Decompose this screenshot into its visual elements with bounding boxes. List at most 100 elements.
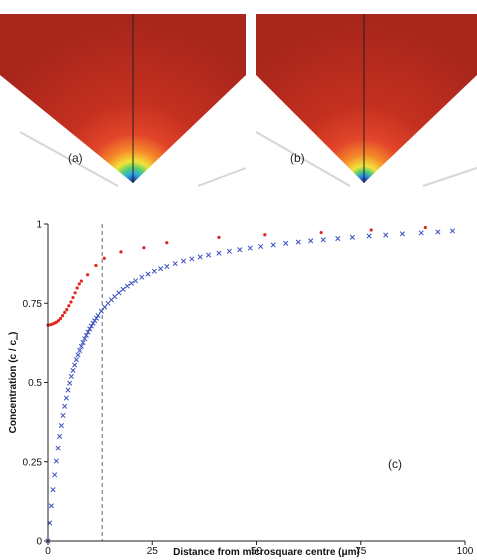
series-1-point (418, 230, 424, 236)
series-1-point (449, 228, 456, 234)
y-tick-label: 0.75 (23, 299, 43, 310)
y-tick-label: 1 (36, 220, 42, 231)
axis-ticks: 0 25 50 75 100 0 0.25 0.5 0.75 1 (23, 220, 474, 558)
x-tick-label: 50 (251, 546, 263, 557)
series-1-point (295, 239, 301, 245)
series-1-point (172, 261, 178, 267)
series-1-point (75, 352, 81, 358)
series-1-point (90, 320, 96, 326)
series-0-point (63, 310, 67, 315)
series-1-point (70, 367, 76, 374)
series-1-point (151, 268, 157, 274)
series-0-point (119, 250, 123, 254)
series-0-point (75, 286, 79, 290)
series-1-point (95, 313, 101, 319)
x-tick-label: 100 (457, 546, 474, 557)
series-0-point (102, 256, 106, 260)
panel-b-label: (b) (290, 151, 305, 165)
series-1-point (180, 258, 187, 264)
panel-a-floor-left (19, 131, 119, 187)
series-1-point (92, 318, 98, 324)
series-1-point (247, 245, 253, 251)
series-1-point (48, 503, 54, 509)
series-1-point (139, 274, 145, 280)
series-0-point (423, 225, 427, 230)
series-1-point (85, 329, 91, 335)
series-1-point (57, 433, 63, 439)
series-1-point (320, 237, 326, 243)
series-1-point (349, 234, 355, 240)
series-1-point (128, 280, 134, 286)
concentration-chart: 0 25 50 75 100 0 0.25 0.5 0.75 1 Distance from mi… (8, 220, 474, 559)
series-1-point (366, 233, 372, 239)
series-1-point (60, 412, 66, 419)
series-1-point (116, 290, 122, 296)
series-1-point (68, 373, 74, 380)
series-1-point (258, 243, 264, 250)
series-1-point (93, 315, 99, 321)
series-1-point (63, 395, 69, 401)
series-1-point (58, 423, 64, 429)
series-0-point (142, 246, 146, 250)
series-1-point (73, 357, 79, 363)
series-1-point (82, 336, 88, 342)
series-0-point (369, 228, 373, 232)
series-0-point (73, 291, 77, 295)
series-1-point (83, 332, 89, 338)
series-0-point (263, 233, 267, 237)
series-1-point (87, 326, 93, 332)
x-axis-label: Distance from microsquare centre (μm) (173, 547, 360, 558)
series-1-point (158, 266, 164, 272)
series-1-point (55, 445, 61, 451)
series-1-point (62, 403, 68, 409)
series-1-point (53, 458, 59, 464)
series-1-point (205, 252, 212, 258)
panel-b-floor-right (422, 167, 477, 187)
panel-a-field (0, 14, 246, 183)
series-0-point (65, 307, 69, 312)
series-0-point (217, 235, 221, 239)
y-tick-label: 0.25 (23, 457, 43, 468)
series-1-point (80, 340, 86, 346)
series-1-point (216, 250, 222, 256)
series-1-point (98, 308, 104, 314)
panel-a-image: (a) (0, 14, 247, 187)
series-1-point (112, 294, 118, 300)
panel-b-image: (b) (255, 14, 477, 187)
series-1-point (52, 472, 58, 478)
series-1-point (145, 271, 151, 277)
series-0-point (71, 295, 75, 300)
series-1-point (65, 387, 71, 393)
series-1-point (78, 343, 84, 349)
series-1-point (124, 283, 130, 289)
series-1-point (283, 240, 289, 246)
series-1-point (88, 323, 94, 329)
panel-b-floor-left (255, 131, 351, 187)
series-1-point (72, 362, 78, 368)
series-1-point (383, 232, 389, 238)
panel-b-field (256, 14, 477, 183)
y-tick-label: 0 (36, 537, 42, 548)
series-0-point (319, 230, 323, 235)
chart-marks (45, 225, 456, 544)
series-0-point (60, 314, 65, 318)
y-axis-label: Concentration (c / c∞) (8, 332, 21, 434)
series-0-point (86, 273, 90, 277)
series-0-point (58, 316, 63, 321)
series-1-point (399, 231, 406, 237)
panel-a-floor-right (197, 167, 247, 187)
x-tick-label: 75 (355, 546, 367, 557)
series-1-point (237, 247, 243, 253)
panel-a-label: (a) (68, 151, 83, 165)
series-0-point (94, 263, 98, 268)
series-1-point (335, 236, 341, 242)
y-tick-label: 0.5 (28, 378, 42, 389)
x-tick-label: 0 (45, 546, 51, 557)
series-1-point (67, 380, 73, 386)
series-1-point (189, 256, 195, 262)
series-0-point (79, 279, 83, 283)
panel-c-label: (c) (388, 457, 402, 471)
series-1-point (164, 263, 170, 270)
x-tick-label: 25 (147, 546, 159, 557)
